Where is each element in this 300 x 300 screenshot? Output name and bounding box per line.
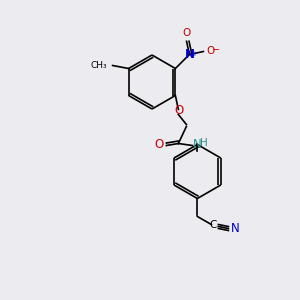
Text: N: N [193, 138, 202, 151]
Text: +: + [191, 50, 197, 56]
Text: N: N [231, 222, 240, 235]
Text: −: − [212, 46, 220, 56]
Text: C: C [210, 220, 217, 230]
Text: O: O [206, 46, 214, 56]
Text: O: O [182, 28, 190, 38]
Text: O: O [155, 138, 164, 151]
Text: CH₃: CH₃ [91, 61, 108, 70]
Text: O: O [175, 104, 184, 117]
Text: H: H [200, 137, 207, 148]
Text: N: N [184, 48, 194, 61]
